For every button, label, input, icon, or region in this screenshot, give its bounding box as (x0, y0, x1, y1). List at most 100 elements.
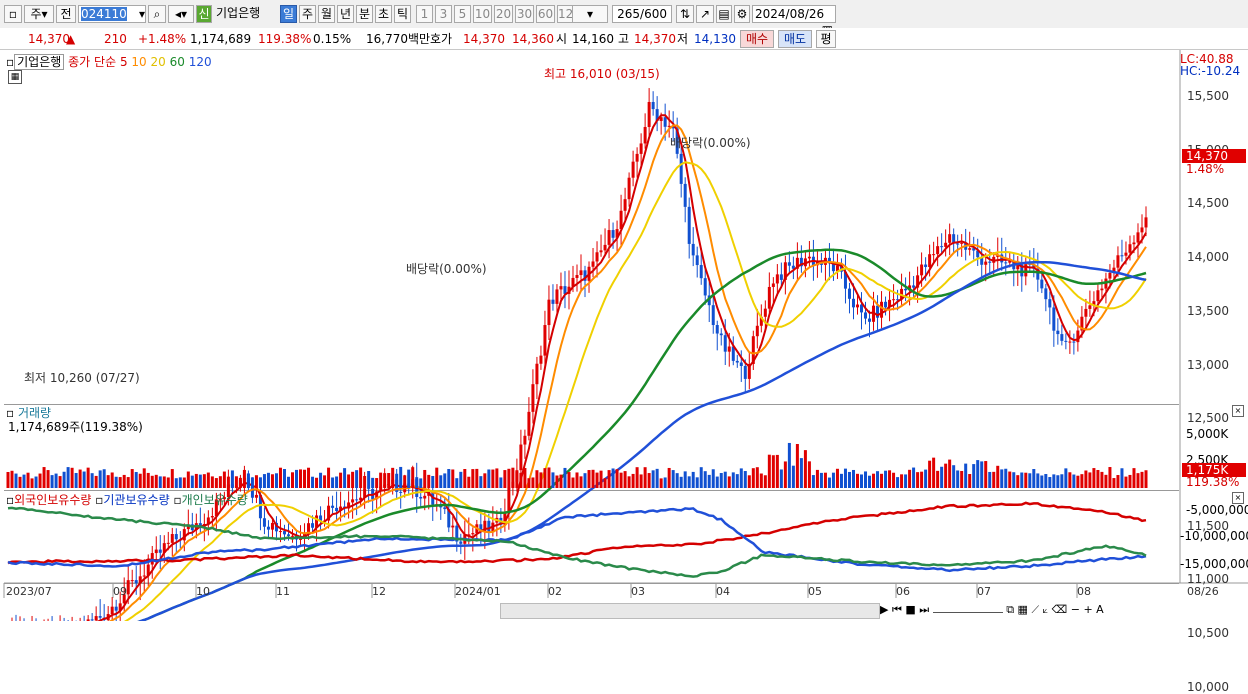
search-icon[interactable]: ⌕ (148, 5, 166, 23)
volume-bar (555, 475, 559, 488)
volume-box-icon: ▫ (6, 406, 18, 420)
fib-icon[interactable]: ⟀ (1042, 603, 1049, 616)
compare-icon[interactable]: ⇅ (676, 5, 694, 23)
volume-bar (62, 471, 66, 488)
rewind-icon[interactable]: ⏮ (891, 603, 902, 616)
interval-1[interactable]: 1 (416, 5, 433, 23)
candle-body (1040, 279, 1044, 289)
volume-bar (984, 461, 988, 488)
volume-bar (74, 472, 78, 488)
period-0[interactable]: 일 (280, 5, 297, 23)
interval-60[interactable]: 60 (536, 5, 555, 23)
volume-bar (827, 477, 831, 488)
volume-bar (174, 478, 178, 488)
volume-bar (138, 473, 142, 488)
save-icon[interactable]: ▤ (716, 5, 732, 23)
volume-bar (855, 473, 859, 488)
play-icon[interactable]: ▶ (880, 603, 889, 616)
period-5[interactable]: 초 (375, 5, 392, 23)
ma-line-120 (137, 260, 1147, 621)
zoom-icon[interactable]: ↗ (696, 5, 714, 23)
zoom-out-icon[interactable]: − (1070, 603, 1080, 616)
volume-bar (250, 477, 254, 488)
new-badge: 신 (196, 5, 212, 23)
volume-bar (194, 473, 198, 488)
volume-bar (166, 477, 170, 488)
volume-bar (1140, 471, 1144, 488)
candle-body (940, 246, 944, 248)
eval-button[interactable]: 평 (816, 30, 836, 48)
volume-bar (759, 473, 763, 488)
volume-bar (807, 461, 811, 488)
interval-30[interactable]: 30 (515, 5, 534, 23)
volume-bar (431, 475, 435, 488)
holding-foreign-label: 외국인보유수량 (14, 493, 92, 507)
eraser-icon[interactable]: ⌫ (1051, 603, 1068, 616)
candle-body (944, 242, 948, 247)
candle-body (631, 161, 635, 178)
font-icon[interactable]: A (1096, 603, 1104, 616)
volume-bar (952, 465, 956, 488)
count-input[interactable]: 265/600 (612, 5, 672, 23)
legend-stock-name[interactable]: 기업은행 (14, 54, 65, 70)
interval-5[interactable]: 5 (454, 5, 471, 23)
window-icon[interactable]: ▫ (4, 5, 22, 23)
candle-body (1004, 262, 1008, 264)
candle-body (599, 250, 603, 253)
volume-bar (735, 474, 739, 488)
interval-10[interactable]: 10 (473, 5, 492, 23)
volume-bar (1112, 478, 1116, 488)
candle-body (455, 525, 459, 542)
table-icon[interactable]: ▦ (8, 70, 22, 84)
speaker-icon[interactable]: ◂▾ (168, 5, 194, 23)
ask-label: 호가 (430, 32, 453, 46)
fast-forward-icon[interactable]: ⏭ (919, 603, 930, 616)
period-2[interactable]: 월 (318, 5, 335, 23)
market-filter[interactable]: 전 (56, 5, 76, 23)
draw-icon[interactable]: ⟋ (1031, 603, 1040, 616)
candle-body (1060, 334, 1064, 341)
volume-bar (391, 467, 395, 488)
holding-close-icon[interactable]: × (1232, 492, 1244, 504)
period-3[interactable]: 년 (337, 5, 354, 23)
interval-20[interactable]: 20 (494, 5, 513, 23)
market-select[interactable]: 주▾ (24, 5, 54, 23)
zoom-slider[interactable] (932, 606, 1003, 613)
layout-icon[interactable]: ⧉ (1006, 603, 1015, 616)
price-tick: 10,500 (1187, 626, 1229, 640)
volume-bar (10, 470, 14, 488)
volume-bar (587, 470, 591, 488)
volume-bar (567, 472, 571, 488)
volume-bar (1020, 472, 1024, 488)
volume-close-icon[interactable]: × (1232, 405, 1244, 417)
candle-body (735, 360, 739, 363)
sell-button[interactable]: 매도 (778, 30, 812, 48)
period-dropdown[interactable]: ▾ (572, 5, 608, 23)
period-4[interactable]: 분 (356, 5, 373, 23)
stock-code-input[interactable]: 024110 ▾ (78, 5, 146, 23)
volume-bar (202, 474, 206, 488)
period-1[interactable]: 주 (299, 5, 316, 23)
period-6[interactable]: 틱 (394, 5, 411, 23)
stock-name: 기업은행 (216, 6, 261, 20)
gear-icon[interactable]: ⚙ (734, 5, 750, 23)
buy-button[interactable]: 매수 (740, 30, 774, 48)
vol-pct-marker: 119.38% (1186, 475, 1240, 489)
candle-body (795, 257, 799, 269)
candle-body (595, 252, 599, 262)
volume-bar (912, 467, 916, 488)
zoom-in-icon[interactable]: + (1083, 603, 1093, 616)
volume-bar (30, 478, 34, 488)
volume-bar (190, 475, 194, 488)
volume-bar (38, 473, 42, 488)
stop-icon[interactable]: ■ (905, 603, 916, 616)
date-input[interactable]: 2024/08/26▦ (752, 5, 836, 37)
candle-body (419, 496, 423, 499)
scrollbar[interactable] (500, 603, 880, 619)
interval-3[interactable]: 3 (435, 5, 452, 23)
volume-bar (94, 475, 98, 488)
candle-body (523, 435, 527, 445)
holding-box-icon-2: ▫ (95, 493, 104, 507)
candle-body (519, 444, 523, 471)
grid-icon[interactable]: ▦ (1017, 603, 1028, 616)
